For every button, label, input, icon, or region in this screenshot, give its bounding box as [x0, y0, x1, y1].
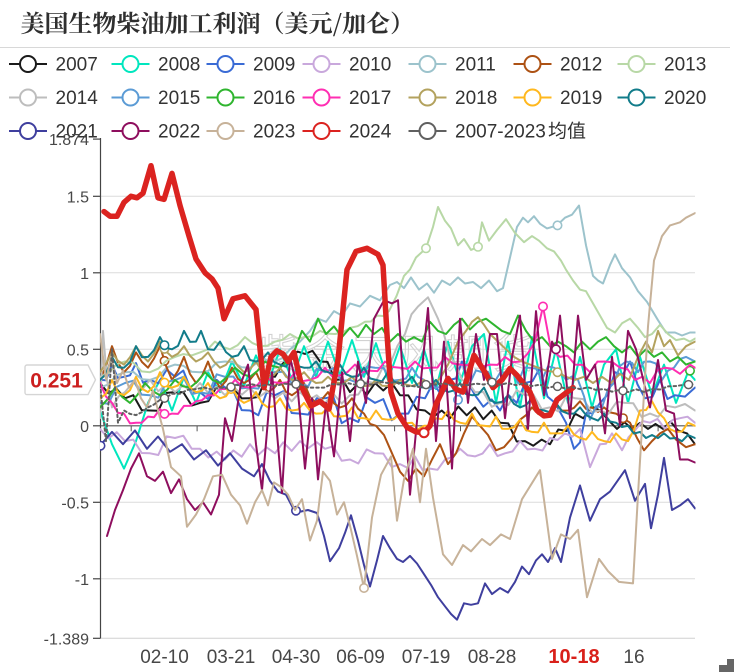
svg-text:2019: 2019	[560, 88, 602, 109]
svg-text:-1.389: -1.389	[44, 631, 89, 648]
svg-text:1: 1	[80, 266, 89, 283]
svg-text:10-18: 10-18	[548, 646, 599, 668]
svg-text:1.5: 1.5	[67, 189, 89, 206]
svg-text:16: 16	[623, 647, 644, 668]
svg-text:2007: 2007	[56, 55, 98, 76]
svg-text:03-21: 03-21	[207, 647, 256, 668]
svg-text:04-30: 04-30	[272, 647, 321, 668]
svg-text:07-19: 07-19	[402, 647, 451, 668]
svg-text:2016: 2016	[253, 88, 295, 109]
svg-text:2022: 2022	[158, 122, 200, 143]
svg-text:0.251: 0.251	[30, 370, 83, 393]
svg-text:2007-2023: 2007-2023	[455, 122, 546, 143]
svg-text:2011: 2011	[455, 55, 496, 76]
svg-text:2024: 2024	[349, 122, 392, 143]
svg-text:2008: 2008	[158, 55, 200, 76]
svg-text:-1: -1	[75, 572, 89, 589]
svg-text:08-28: 08-28	[468, 647, 517, 668]
svg-text:2009: 2009	[253, 55, 295, 76]
svg-text:2017: 2017	[349, 88, 391, 109]
svg-text:06-09: 06-09	[336, 647, 385, 668]
svg-text:2018: 2018	[455, 88, 497, 109]
svg-text:2010: 2010	[349, 55, 391, 76]
svg-text:02-10: 02-10	[140, 647, 189, 668]
svg-text:0: 0	[80, 419, 89, 436]
svg-text:2023: 2023	[253, 122, 295, 143]
svg-text:2021: 2021	[56, 122, 98, 143]
svg-text:2014: 2014	[56, 88, 99, 109]
svg-text:2020: 2020	[664, 88, 706, 109]
svg-text:2012: 2012	[560, 55, 602, 76]
svg-text:2015: 2015	[158, 88, 200, 109]
svg-text:0.5: 0.5	[67, 342, 89, 359]
svg-text:2013: 2013	[664, 55, 706, 76]
svg-text:-0.5: -0.5	[61, 495, 89, 512]
svg-text:1.874: 1.874	[49, 132, 89, 149]
